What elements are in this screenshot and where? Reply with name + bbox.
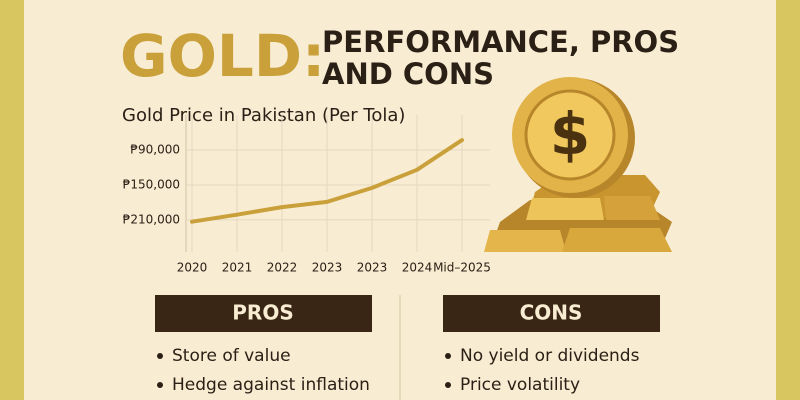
price-line bbox=[190, 138, 464, 224]
cons-heading-box bbox=[443, 295, 660, 332]
bullet bbox=[157, 382, 163, 388]
bullet bbox=[445, 382, 451, 388]
x-tick-label: 2024 bbox=[402, 261, 433, 275]
cons-heading: CONS bbox=[520, 301, 583, 325]
x-tick-label: 2022 bbox=[267, 261, 298, 275]
cons-item: No yield or dividends bbox=[460, 346, 640, 366]
svg-text:$: $ bbox=[550, 100, 590, 168]
pros-item: Store of value bbox=[172, 346, 291, 366]
bullet bbox=[157, 353, 163, 359]
x-tick-label: 2023 bbox=[357, 261, 388, 275]
bullet bbox=[445, 353, 451, 359]
x-tick-label: Mid–2025 bbox=[433, 261, 491, 275]
chart-title: Gold Price in Pakistan (Per Tola) bbox=[122, 105, 405, 126]
x-tick-label: 2020 bbox=[177, 261, 208, 275]
pros-heading-box bbox=[155, 295, 372, 332]
y-tick-label: ₱210,000 bbox=[123, 212, 180, 226]
cons-item: Price volatility bbox=[460, 375, 580, 395]
gold-illustration: $ bbox=[484, 77, 672, 252]
x-tick-label: 2023 bbox=[312, 261, 343, 275]
y-tick-label: ₱90,000 bbox=[130, 142, 180, 156]
x-tick-label: 2021 bbox=[222, 261, 253, 275]
title: PERFORMANCE, PROS bbox=[322, 25, 679, 59]
title: AND CONS bbox=[322, 57, 494, 91]
title-highlight: GOLD: bbox=[120, 22, 325, 90]
y-tick-label: ₱150,000 bbox=[123, 177, 180, 191]
pros-heading: PROS bbox=[232, 301, 293, 325]
pros-item: Hedge against inflation bbox=[172, 375, 370, 395]
